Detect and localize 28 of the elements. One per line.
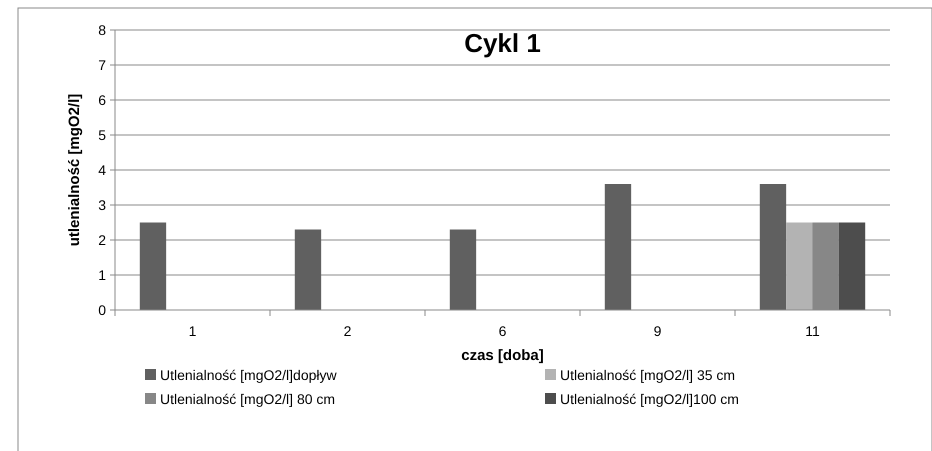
x-tick-label: 11 [805, 323, 820, 339]
y-tick-label: 0 [98, 302, 106, 318]
y-tick-label: 4 [98, 162, 106, 178]
bar [450, 230, 476, 310]
x-tick-label: 1 [188, 323, 197, 339]
x-tick-label: 2 [344, 323, 352, 339]
chart-title: Cykl 1 [464, 28, 541, 58]
bar [604, 184, 632, 310]
legend-label: Utlenialność [mgO2/l] 35 cm [560, 366, 736, 383]
x-axis-title: czas [doba] [461, 347, 544, 364]
y-tick-label: 5 [98, 126, 106, 143]
y-tick-label: 8 [98, 22, 106, 38]
y-tick-label: 1 [98, 266, 106, 283]
bar [760, 184, 786, 310]
bar [294, 230, 322, 310]
legend-label: Utlenialność [mgO2/l] 80 cm [160, 390, 336, 407]
bar [786, 222, 812, 310]
y-tick-label: 7 [98, 56, 106, 73]
y-axis-title: utlenialność [mgO2/l] [66, 94, 83, 246]
x-tick-label: 9 [654, 323, 662, 339]
legend-label: Utlenialność [mgO2/l]dopływ [160, 366, 338, 383]
y-tick-label: 6 [98, 92, 106, 108]
legend-label: Utlenialność [mgO2/l]100 cm [560, 390, 739, 407]
bar [140, 222, 166, 310]
bar [838, 222, 866, 310]
x-tick-label: 6 [498, 323, 507, 339]
y-tick-label: 3 [98, 196, 106, 213]
y-tick-label: 2 [98, 232, 106, 248]
